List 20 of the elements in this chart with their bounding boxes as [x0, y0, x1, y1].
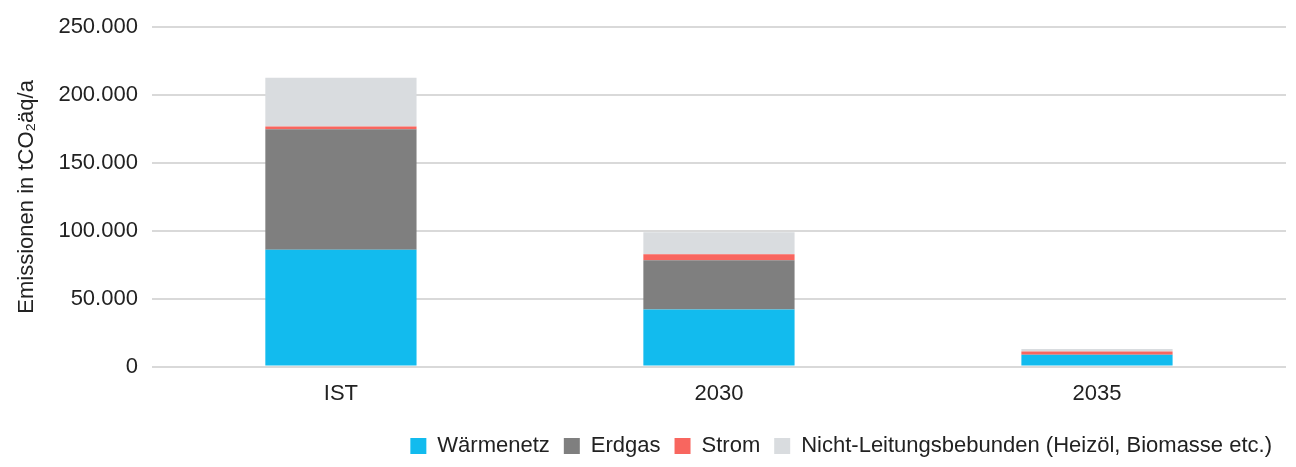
y-tick-label: 50.000	[70, 284, 138, 310]
bar	[643, 260, 795, 310]
y-tick-label: 100.000	[58, 216, 138, 242]
legend-label: Erdgas	[590, 432, 661, 458]
y-tick-label: 200.000	[58, 81, 138, 107]
y-tick-label: 250.000	[58, 13, 138, 39]
x-tick-label: 2035	[1072, 379, 1122, 405]
bar	[643, 309, 795, 366]
legend-label: Strom	[701, 432, 761, 458]
x-tick-label: 2030	[694, 379, 744, 405]
legend-label: Nicht-Leitungsbebunden (Heizöl, Biomasse etc.)	[801, 432, 1273, 458]
bar	[265, 129, 417, 250]
bar	[643, 254, 795, 261]
legend-label: Wärmenetz	[437, 432, 550, 458]
bar	[1021, 354, 1173, 366]
y-tick-label: 0	[125, 352, 138, 378]
y-tick-label: 150.000	[58, 149, 138, 175]
x-tick-label: IST	[323, 379, 359, 405]
bar	[265, 249, 417, 366]
y-axis-title: Emissionen in tCO₂äq/a	[13, 79, 39, 314]
